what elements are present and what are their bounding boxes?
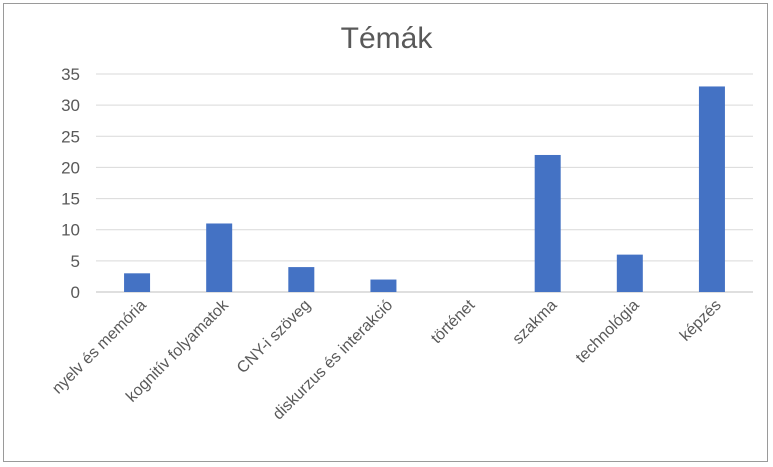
bar-2 xyxy=(288,267,315,292)
bar-7 xyxy=(698,86,725,292)
y-tick-label: 5 xyxy=(71,252,80,271)
y-axis-ticks: 0 5 10 15 20 25 30 35 xyxy=(61,65,80,302)
bar-3 xyxy=(370,279,397,292)
y-tick-label: 0 xyxy=(71,283,80,302)
x-category-label: technológia xyxy=(573,297,643,367)
bar-5 xyxy=(534,154,561,292)
chart-title: Témák xyxy=(340,22,433,55)
y-tick-label: 25 xyxy=(61,127,80,146)
chart-frame xyxy=(3,3,768,462)
bar-1 xyxy=(206,223,233,292)
x-category-label: CNY-i szöveg xyxy=(234,297,314,377)
y-tick-label: 35 xyxy=(61,65,80,84)
x-category-label: szakma xyxy=(510,297,561,348)
x-category-label: képzés xyxy=(677,297,725,345)
y-tick-label: 20 xyxy=(61,158,80,177)
bar-6 xyxy=(616,254,643,292)
grid-layer xyxy=(96,73,753,293)
y-tick-label: 15 xyxy=(61,190,80,209)
y-tick-label: 30 xyxy=(61,96,80,115)
bar-series xyxy=(124,86,725,292)
x-category-label: történet xyxy=(428,296,479,347)
y-tick-label: 10 xyxy=(61,221,80,240)
bar-0 xyxy=(124,273,151,292)
